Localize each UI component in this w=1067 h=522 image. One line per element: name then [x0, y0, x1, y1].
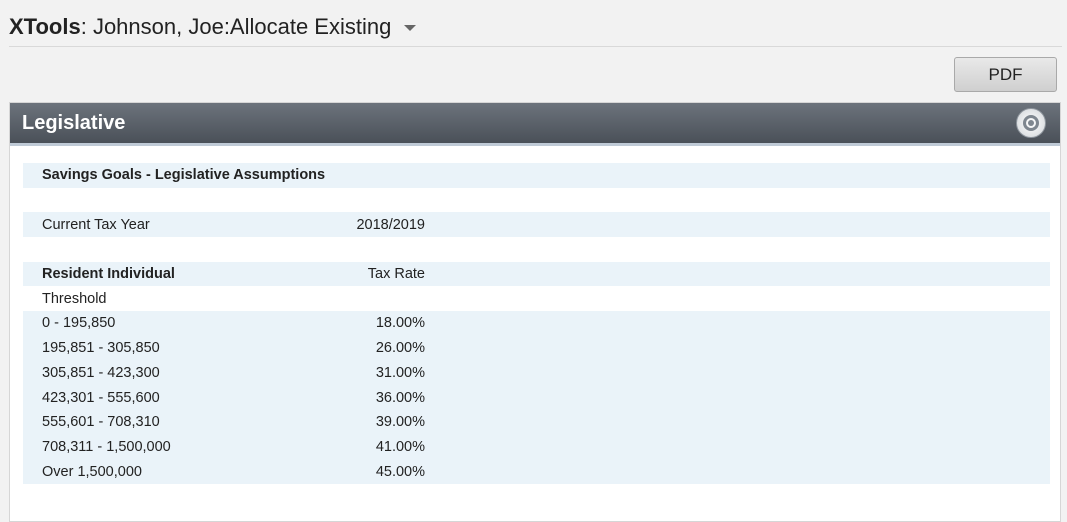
bracket-rate: 18.00% — [375, 315, 425, 332]
bracket-rate: 36.00% — [375, 389, 425, 406]
legislative-panel: Legislative Savings Goals - Legislative … — [9, 102, 1061, 522]
bracket-rate: 26.00% — [375, 340, 425, 357]
bracket-rate: 45.00% — [375, 463, 425, 480]
table-row: 305,851 - 423,300 31.00% — [23, 360, 1050, 386]
table-row: Over 1,500,000 45.00% — [23, 459, 1050, 484]
panel-header: Legislative — [10, 103, 1060, 146]
title-dropdown-caret-icon[interactable] — [404, 25, 417, 31]
section-title-row: Savings Goals - Legislative Assumptions — [23, 163, 1050, 188]
header-divider — [9, 46, 1062, 47]
brand-name: XTools — [9, 14, 81, 39]
table-row: 423,301 - 555,600 36.00% — [23, 385, 1050, 410]
tax-year-label: Current Tax Year — [42, 216, 150, 233]
spacer-row — [23, 188, 1050, 213]
section-title: Savings Goals - Legislative Assumptions — [42, 167, 326, 184]
bracket-range: 195,851 - 305,850 — [42, 340, 160, 357]
bracket-rate: 41.00% — [375, 438, 425, 455]
table-row: 555,601 - 708,310 39.00% — [23, 409, 1050, 435]
pdf-button[interactable]: PDF — [954, 57, 1057, 92]
page-title: : Johnson, Joe:Allocate Existing — [80, 14, 392, 39]
bracket-rate: 39.00% — [375, 414, 425, 431]
bracket-range: 708,311 - 1,500,000 — [42, 438, 171, 455]
table-row: 195,851 - 305,850 26.00% — [23, 335, 1050, 361]
threshold-row: Threshold — [23, 286, 1050, 311]
table-row: 0 - 195,850 18.00% — [23, 311, 1050, 336]
threshold-label: Threshold — [42, 290, 107, 307]
legislative-table: Savings Goals - Legislative Assumptions … — [23, 163, 1050, 484]
panel-title: Legislative — [22, 112, 126, 134]
gear-icon[interactable] — [1016, 108, 1046, 138]
table-header-row: Resident Individual Tax Rate — [23, 261, 1050, 287]
spacer-row — [23, 237, 1050, 262]
bracket-range: 555,601 - 708,310 — [42, 414, 160, 431]
bracket-range: Over 1,500,000 — [42, 463, 142, 480]
col-header-individual: Resident Individual — [42, 266, 175, 283]
table-row: 708,311 - 1,500,000 41.00% — [23, 434, 1050, 460]
bracket-range: 0 - 195,850 — [42, 315, 116, 332]
bracket-range: 423,301 - 555,600 — [42, 389, 160, 406]
tax-year-row: Current Tax Year 2018/2019 — [23, 212, 1050, 238]
app-header: XTools : Johnson, Joe:Allocate Existing — [9, 12, 417, 42]
bracket-range: 305,851 - 423,300 — [42, 364, 160, 381]
bracket-rate: 31.00% — [375, 364, 425, 381]
tax-year-value: 2018/2019 — [356, 216, 425, 233]
col-header-tax-rate: Tax Rate — [367, 266, 425, 283]
